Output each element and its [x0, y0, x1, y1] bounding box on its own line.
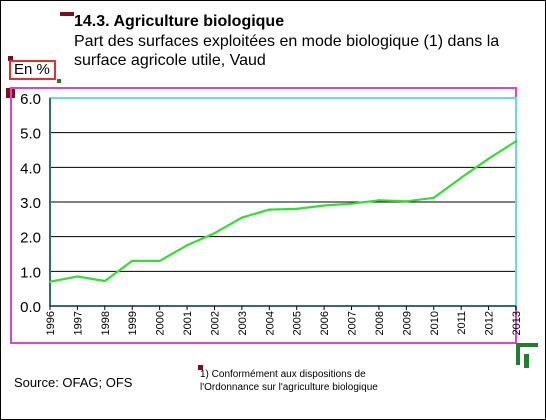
- data-point: [377, 199, 381, 202]
- x-tick-label: 2003: [237, 311, 249, 335]
- x-tick-label: 2006: [319, 311, 331, 335]
- data-point: [103, 279, 106, 283]
- chart-subtitle: Part des surfaces exploitées en mode bio…: [74, 33, 500, 69]
- edit-marker: [60, 12, 74, 16]
- data-point: [48, 280, 52, 283]
- y-tick-label: 5.0: [20, 126, 41, 143]
- source-note: Source: OFAG; OFS: [14, 375, 133, 390]
- x-tick-label: 2005: [292, 311, 304, 335]
- data-point: [158, 259, 161, 263]
- data-point: [268, 208, 271, 211]
- data-point: [405, 200, 408, 203]
- edit-marker: [516, 343, 538, 347]
- data-point: [487, 157, 490, 160]
- data-point: [213, 232, 216, 235]
- data-point: [76, 275, 79, 278]
- data-point: [323, 204, 326, 207]
- data-point: [514, 140, 518, 143]
- chart-title: 14.3. Agriculture biologique: [74, 13, 285, 30]
- data-point: [240, 216, 243, 219]
- x-tick-label: 1998: [100, 311, 112, 335]
- footnote: 1) Conformément aux dispositions de l'Or…: [200, 369, 378, 393]
- unit-label: En %: [9, 60, 56, 80]
- x-tick-label: 1997: [72, 311, 84, 335]
- x-tick-label: 2009: [401, 311, 413, 335]
- x-tick-label: 1996: [45, 311, 57, 335]
- x-tick-label: 2007: [347, 311, 359, 335]
- y-tick-label: 1.0: [20, 264, 41, 281]
- data-point: [350, 202, 353, 205]
- y-tick-label: 0.0: [20, 299, 41, 316]
- data-point: [295, 207, 298, 211]
- edit-marker: [198, 365, 203, 370]
- x-tick-label: 1999: [127, 311, 139, 335]
- chart-outer-border: [10, 87, 517, 344]
- y-tick-label: 2.0: [20, 230, 41, 247]
- data-point: [131, 259, 134, 263]
- x-tick-label: 2008: [374, 311, 386, 335]
- x-tick-label: 2013: [511, 311, 523, 335]
- y-tick-label: 6.0: [20, 91, 41, 108]
- x-tick-label: 2004: [264, 311, 276, 335]
- data-point: [185, 244, 189, 247]
- series-line: [49, 140, 517, 283]
- data-point: [460, 176, 463, 179]
- x-tick-label: 2011: [456, 311, 468, 335]
- edit-marker: [516, 343, 520, 365]
- x-tick-label: 2002: [209, 311, 221, 335]
- data-point: [432, 196, 435, 199]
- x-tick-label: 2012: [484, 311, 496, 335]
- x-tick-label: 2001: [182, 311, 194, 335]
- y-tick-label: 3.0: [20, 195, 41, 212]
- edit-marker: [524, 354, 529, 368]
- y-tick-label: 4.0: [20, 160, 41, 177]
- edit-marker: [57, 79, 61, 83]
- x-tick-label: 2010: [429, 311, 441, 335]
- x-tick-label: 2000: [155, 311, 167, 335]
- edit-marker: [8, 56, 13, 61]
